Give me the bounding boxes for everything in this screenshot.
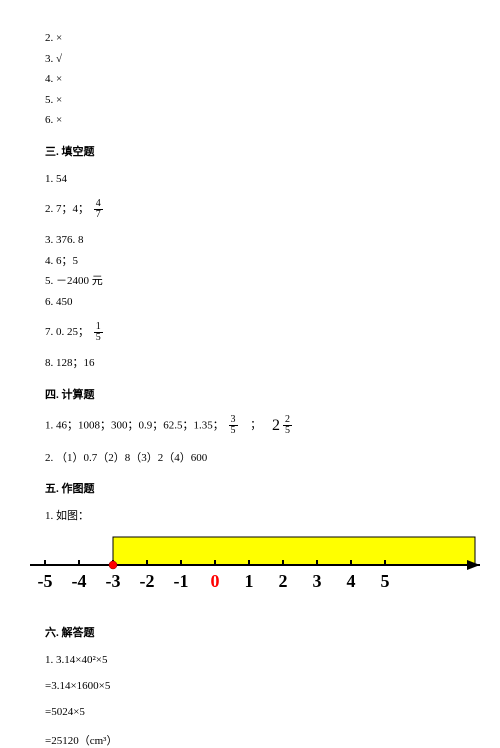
svg-text:-5: -5 <box>38 571 53 591</box>
section-3-title: 三. 填空题 <box>45 143 455 159</box>
s3-item7-prefix: 7. 0. 25； <box>45 326 89 338</box>
answers-top-block: 2. × 3. √ 4. × 5. × 6. × <box>45 30 455 129</box>
svg-text:4: 4 <box>347 571 356 591</box>
section-6-title: 六. 解答题 <box>45 624 455 640</box>
frac-den: 5 <box>283 426 292 436</box>
svg-text:5: 5 <box>381 571 390 591</box>
s4-item2: 2. （1）0.7（2）8（3）2（4）600 <box>45 450 455 467</box>
mixed-whole: 2 <box>272 414 280 438</box>
svg-text:0: 0 <box>211 571 220 591</box>
answer-line: 3. √ <box>45 51 455 68</box>
s3-item2: 2. 7；4； 4 7 <box>45 199 455 220</box>
svg-text:-2: -2 <box>140 571 155 591</box>
svg-text:1: 1 <box>245 571 254 591</box>
s4-item1-prefix: 1. 46；1008；300；0.9；62.5；1.35； <box>45 419 224 431</box>
svg-text:-4: -4 <box>72 571 87 591</box>
frac-den: 7 <box>94 210 103 220</box>
svg-text:2: 2 <box>279 571 288 591</box>
separator: ； <box>250 419 261 431</box>
fraction: 3 5 <box>229 415 238 436</box>
number-line-figure: -5 -4 -3 -2 -1 0 1 2 3 4 5 <box>25 533 485 606</box>
fraction: 1 5 <box>94 322 103 343</box>
s3-item7: 7. 0. 25； 1 5 <box>45 322 455 343</box>
s3-item1: 1. 54 <box>45 171 455 188</box>
answer-line: 4. × <box>45 71 455 88</box>
s6-line1: 1. 3.14×40²×5 <box>45 654 455 666</box>
s6-line2: =3.14×1600×5 <box>45 680 455 692</box>
s3-item3: 3. 376. 8 <box>45 232 455 249</box>
mixed-number: 2 2 5 <box>272 414 294 438</box>
answer-line: 5. × <box>45 92 455 109</box>
section-4-title: 四. 计算题 <box>45 386 455 402</box>
number-line-svg: -5 -4 -3 -2 -1 0 1 2 3 4 5 <box>25 533 485 603</box>
answer-line: 2. × <box>45 30 455 47</box>
s3-item5: 5. －2400 元 <box>45 273 455 290</box>
s3-item4: 4. 6；5 <box>45 253 455 270</box>
s3-item8: 8. 128；16 <box>45 355 455 372</box>
s5-item1: 1. 如图： <box>45 508 455 525</box>
section-5-title: 五. 作图题 <box>45 480 455 496</box>
svg-text:-3: -3 <box>106 571 121 591</box>
s3-item6: 6. 450 <box>45 294 455 311</box>
fraction: 4 7 <box>94 199 103 220</box>
svg-text:-1: -1 <box>174 571 189 591</box>
s4-item1: 1. 46；1008；300；0.9；62.5；1.35； 3 5 ； 2 2 … <box>45 414 455 438</box>
fraction: 2 5 <box>283 415 292 436</box>
frac-den: 5 <box>229 426 238 436</box>
answer-line: 6. × <box>45 112 455 129</box>
s3-item2-prefix: 2. 7；4； <box>45 203 89 215</box>
svg-text:3: 3 <box>313 571 322 591</box>
s6-line4: =25120（cm³） <box>45 732 455 748</box>
frac-den: 5 <box>94 333 103 343</box>
s6-line3: =5024×5 <box>45 706 455 718</box>
